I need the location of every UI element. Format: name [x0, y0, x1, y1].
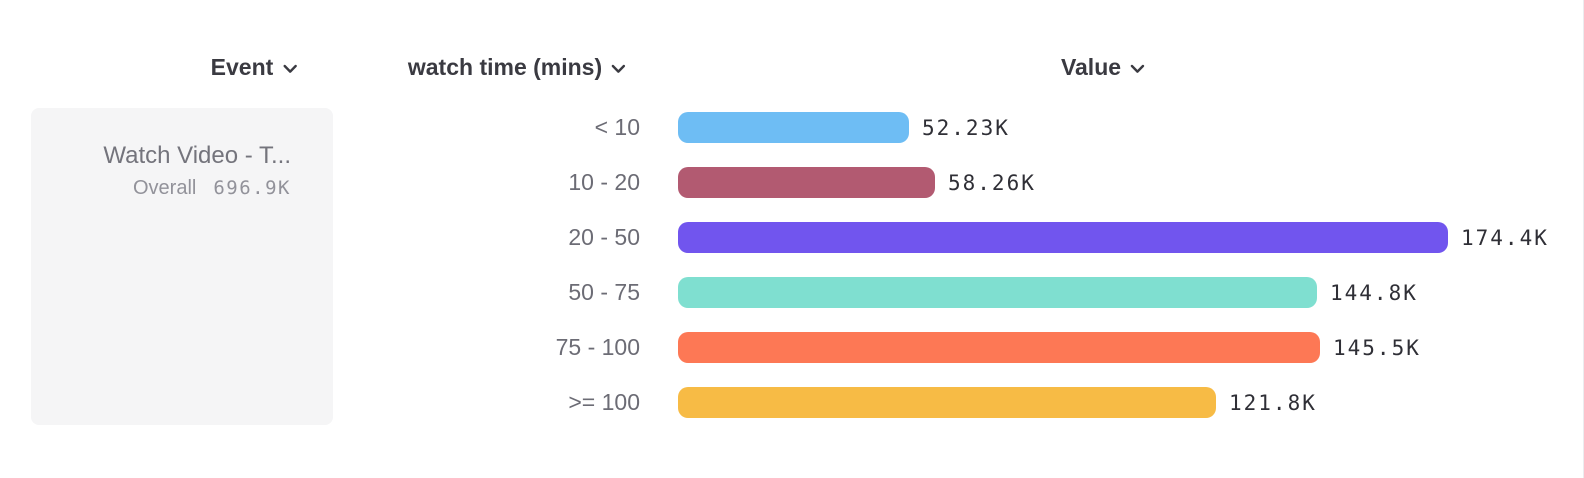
- bar[interactable]: [678, 277, 1317, 308]
- chevron-down-icon: [611, 64, 626, 74]
- event-card[interactable]: Watch Video - T... Overall 696.9K: [31, 108, 333, 425]
- column-header-value[interactable]: Value: [1061, 54, 1145, 81]
- column-header-watch-time[interactable]: watch time (mins): [408, 54, 626, 81]
- bar-category-label: >= 100: [568, 389, 640, 415]
- bar-value-label: 144.8K: [1330, 281, 1418, 305]
- chart-row: 10 - 20 58.26K: [0, 167, 1583, 198]
- column-header-value-label: Value: [1060, 54, 1122, 80]
- bar[interactable]: [678, 222, 1448, 253]
- overall-value: 696.9K: [213, 177, 291, 199]
- bar[interactable]: [678, 112, 909, 143]
- bar[interactable]: [678, 387, 1216, 418]
- bar-category-label: 50 - 75: [568, 279, 640, 305]
- chevron-down-icon: [1130, 64, 1145, 74]
- chart-row: 50 - 75 144.8K: [0, 277, 1583, 308]
- overall-label: Overall: [133, 177, 197, 199]
- event-card-content: Watch Video - T... Overall 696.9K: [31, 141, 291, 200]
- bar-value-label: 52.23K: [922, 116, 1010, 140]
- bar[interactable]: [678, 167, 935, 198]
- bar-value-label: 121.8K: [1229, 391, 1317, 415]
- chart-row: 75 - 100 145.5K: [0, 332, 1583, 363]
- chart-row: < 10 52.23K: [0, 112, 1583, 143]
- bar-value-label: 174.4K: [1461, 226, 1549, 250]
- chart-row: >= 100 121.8K: [0, 387, 1583, 418]
- chevron-down-icon: [282, 64, 297, 74]
- column-header-event[interactable]: Event: [211, 54, 298, 81]
- column-header-watch-time-label: watch time (mins): [407, 54, 603, 80]
- event-name: Watch Video - T...: [103, 142, 291, 169]
- bar[interactable]: [678, 332, 1320, 363]
- bar-category-label: 10 - 20: [568, 169, 640, 195]
- bar-value-label: 145.5K: [1333, 336, 1421, 360]
- chart-row: 20 - 50 174.4K: [0, 222, 1583, 253]
- bar-category-label: < 10: [594, 114, 640, 140]
- event-overall-row: Overall 696.9K: [31, 177, 291, 200]
- column-header-event-label: Event: [210, 54, 274, 80]
- bar-category-label: 20 - 50: [568, 224, 640, 250]
- bar-category-label: 75 - 100: [555, 334, 640, 360]
- bar-value-label: 58.26K: [948, 171, 1036, 195]
